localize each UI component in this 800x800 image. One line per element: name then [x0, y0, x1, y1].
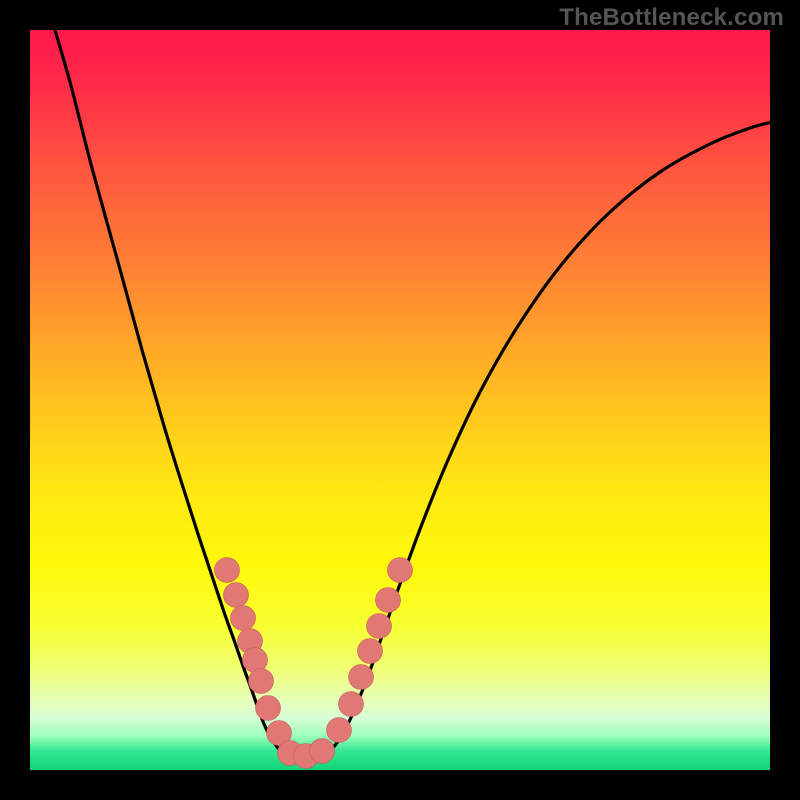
plot-area	[30, 30, 770, 770]
marker-point	[388, 558, 413, 583]
marker-point	[349, 665, 374, 690]
marker-point	[327, 718, 352, 743]
bottleneck-curve-chart	[30, 30, 770, 770]
watermark-text: TheBottleneck.com	[559, 4, 784, 32]
chart-frame: TheBottleneck.com	[0, 0, 800, 800]
marker-point	[224, 583, 249, 608]
marker-point	[339, 692, 364, 717]
marker-point	[367, 614, 392, 639]
marker-point	[256, 696, 281, 721]
marker-point	[376, 588, 401, 613]
marker-point	[358, 639, 383, 664]
marker-point	[231, 606, 256, 631]
gradient-background	[30, 30, 770, 770]
marker-point	[215, 558, 240, 583]
marker-point	[249, 669, 274, 694]
marker-point	[310, 739, 335, 764]
